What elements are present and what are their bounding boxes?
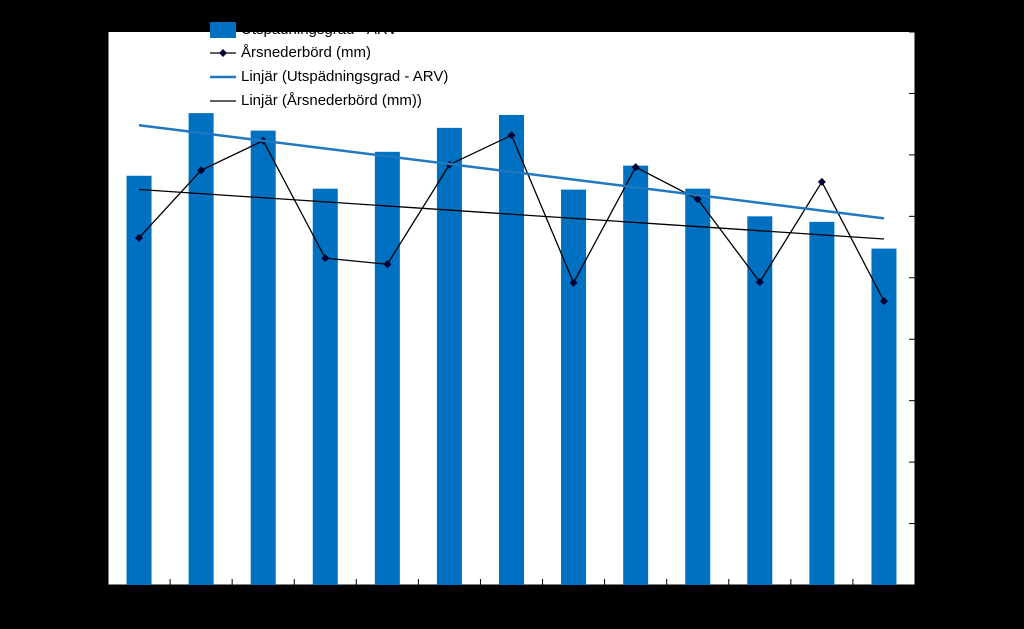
trend-line — [138, 188, 885, 240]
bar — [623, 165, 649, 585]
trend-line — [138, 123, 885, 220]
bar — [685, 188, 711, 585]
bar — [126, 175, 152, 585]
marker — [383, 260, 392, 269]
marker — [569, 278, 578, 287]
bar — [499, 114, 524, 585]
legend-label: Linjär (Utspädningsgrad - ARV) — [241, 68, 448, 85]
bar — [250, 130, 276, 585]
marker — [197, 166, 206, 175]
marker — [755, 278, 764, 287]
marker — [879, 297, 888, 306]
bar — [747, 216, 773, 586]
bar — [436, 127, 462, 585]
legend-label: Utspädningsgrad - ARV — [241, 21, 397, 38]
legend-swatch — [219, 49, 227, 57]
legend-label: Årsnederbörd (mm) — [241, 44, 371, 61]
legend-label: Linjär (Årsnederbörd (mm)) — [241, 92, 422, 109]
marker — [321, 254, 330, 263]
bar — [188, 113, 214, 586]
marker — [693, 195, 702, 204]
marker — [817, 177, 826, 186]
bar — [561, 189, 587, 586]
bar — [809, 221, 835, 585]
bar — [312, 188, 338, 585]
marker — [135, 233, 144, 242]
marker — [507, 131, 516, 140]
bar — [374, 151, 400, 586]
legend-swatch — [210, 22, 236, 38]
marker — [631, 163, 640, 172]
